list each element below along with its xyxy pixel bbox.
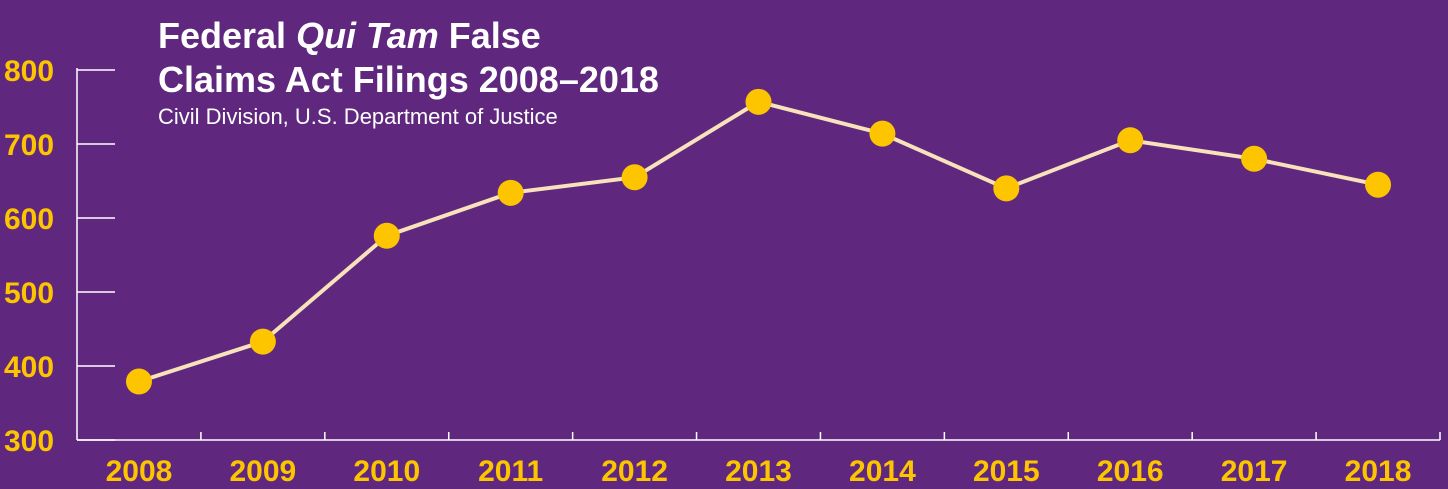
y-tick-label: 300 [4, 425, 54, 458]
x-tick-label: 2011 [478, 455, 543, 488]
x-tick-label: 2012 [601, 455, 668, 488]
x-axis-ticks: 2008 2009 2010 2011 2012 2013 2014 2015 2016 2017… [106, 432, 1441, 488]
data-point [497, 179, 524, 206]
data-point [125, 368, 152, 395]
chart-subtitle: Civil Division, U.S. Department of Justi… [158, 104, 558, 129]
chart-title-line-2: Claims Act Filings 2008–2018 [158, 59, 659, 100]
data-point [373, 222, 400, 249]
x-tick-label: 2013 [725, 455, 792, 488]
title-part-italic: Qui Tam [296, 15, 439, 56]
y-tick-label: 700 [4, 129, 54, 162]
title-part-1: Federal [158, 15, 296, 56]
series [125, 88, 1392, 395]
x-tick-label: 2015 [973, 455, 1040, 488]
x-tick-label: 2018 [1345, 455, 1412, 488]
x-tick-label: 2010 [353, 455, 420, 488]
x-tick-label: 2017 [1221, 455, 1288, 488]
data-point [745, 88, 772, 115]
chart-title-line-1: Federal Qui Tam False [158, 15, 541, 56]
y-tick-label: 600 [4, 203, 54, 236]
data-point [621, 164, 648, 191]
data-point [249, 328, 276, 355]
data-point [993, 175, 1020, 202]
x-tick-label: 2009 [229, 455, 296, 488]
x-tick-label: 2014 [849, 455, 916, 488]
data-point [1241, 145, 1268, 172]
y-tick-label: 800 [4, 55, 54, 88]
data-point [869, 120, 896, 147]
title-block: Federal Qui Tam False Claims Act Filings… [158, 15, 659, 129]
y-axis-ticks: 300 400 500 600 700 800 [4, 55, 115, 458]
y-tick-label: 500 [4, 277, 54, 310]
x-tick-label: 2008 [106, 455, 173, 488]
title-part-3: False [439, 15, 541, 56]
data-point [1365, 171, 1392, 198]
series-line [138, 99, 1379, 384]
data-point [1117, 127, 1144, 154]
x-tick-label: 2016 [1097, 455, 1164, 488]
axes [76, 68, 1440, 441]
y-tick-label: 400 [4, 351, 54, 384]
